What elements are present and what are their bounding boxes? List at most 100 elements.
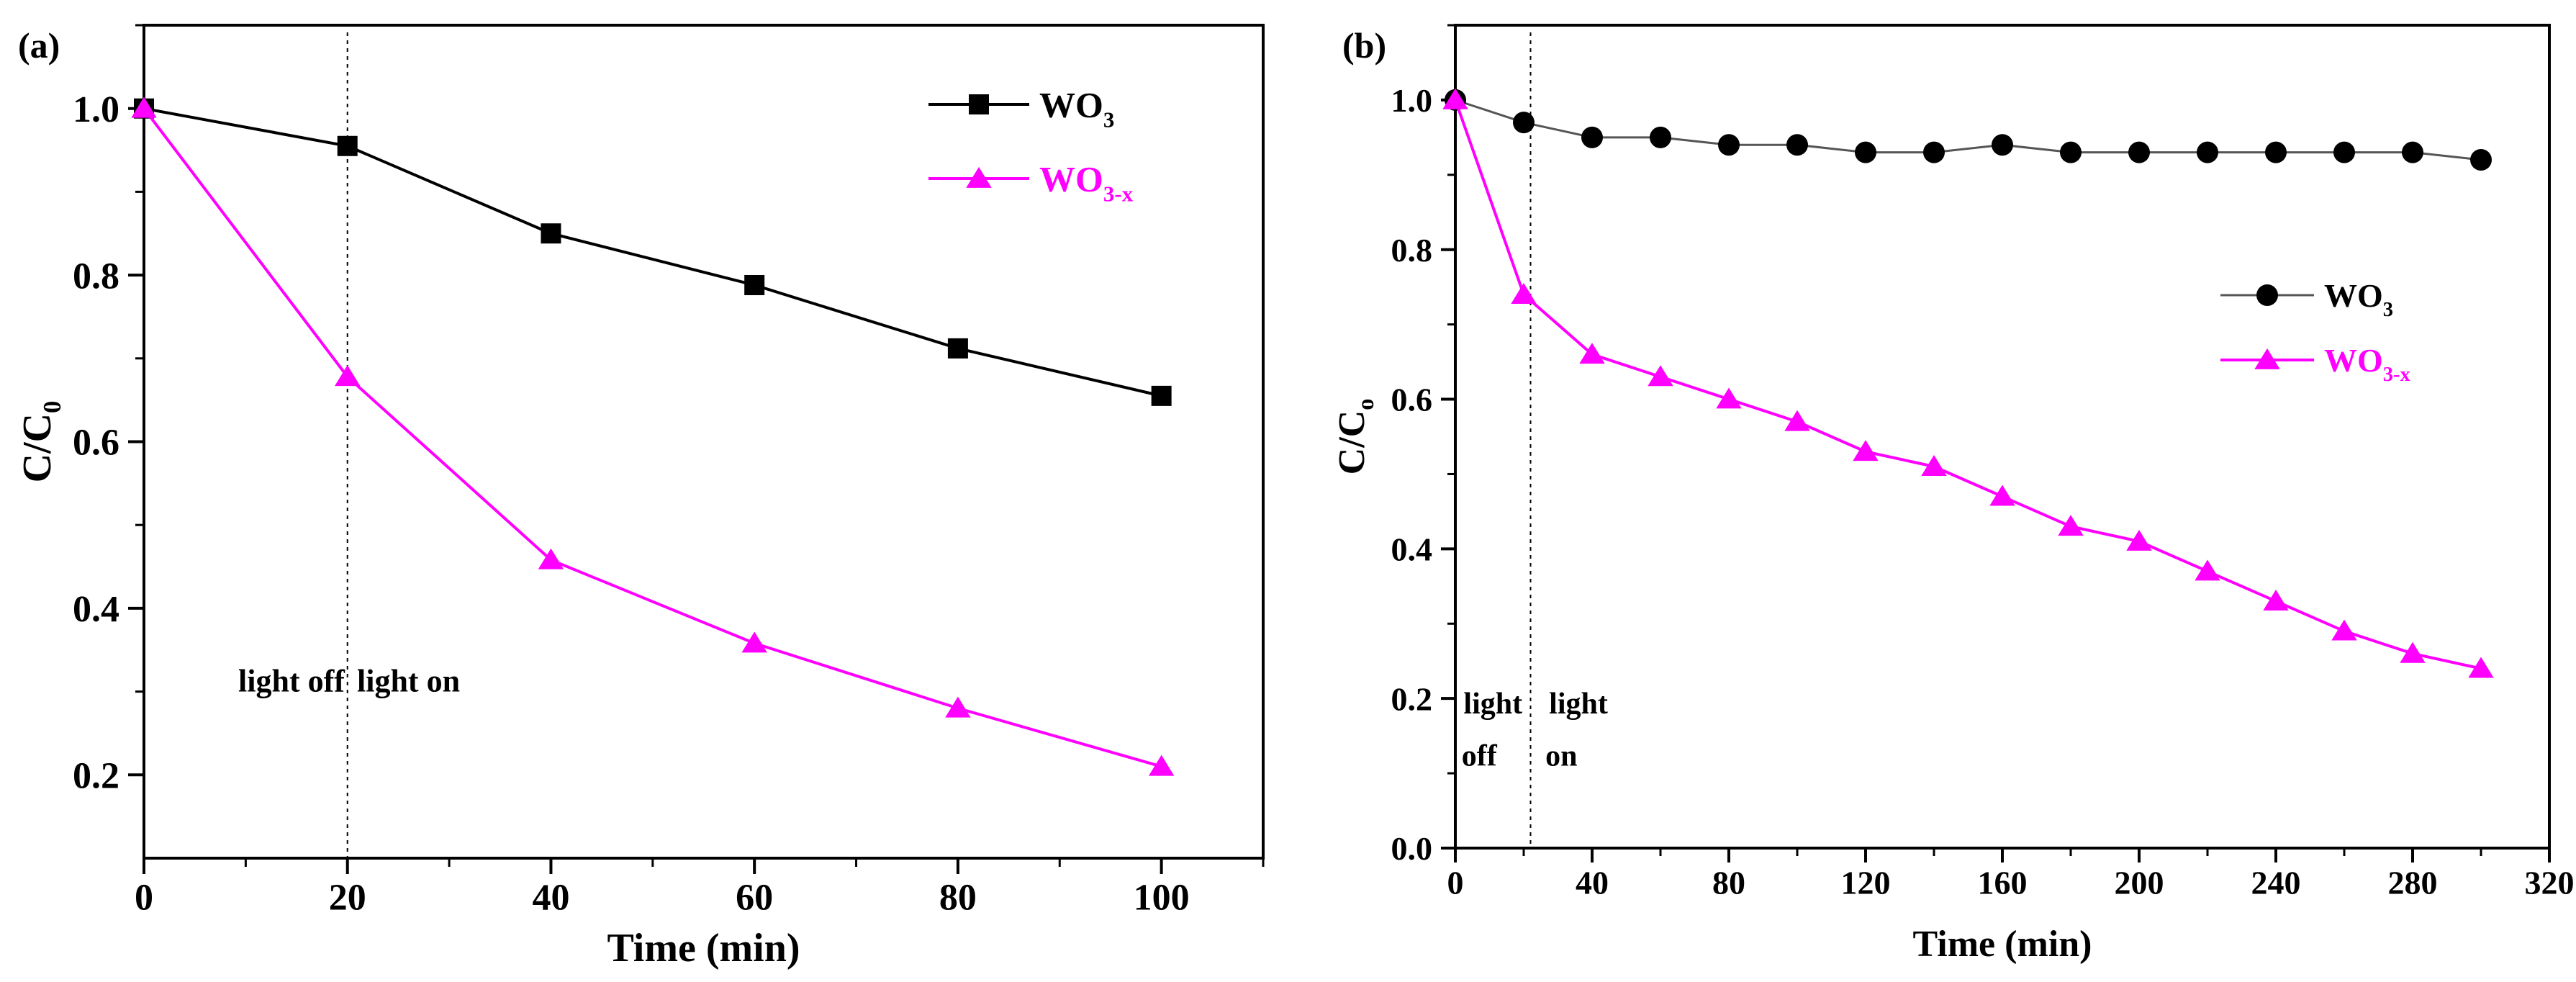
data-point — [1148, 754, 1175, 776]
x-tick-label: 0 — [135, 877, 153, 918]
data-point — [2400, 641, 2426, 663]
y-axis-title-main-b: C/C — [1332, 410, 1373, 475]
data-point — [1784, 410, 1810, 431]
y-tick-label: 1.0 — [73, 89, 119, 130]
data-point — [2333, 141, 2355, 163]
panel-label-a: (a) — [18, 25, 60, 66]
legend-label-main: WO — [1039, 85, 1103, 125]
x-axis-title-a: Time (min) — [607, 926, 800, 970]
x-tick-label: 80 — [1712, 865, 1745, 901]
data-point — [1853, 440, 1879, 461]
x-axis-a: 0 20 40 60 80 100 — [135, 858, 1265, 918]
data-point — [1989, 485, 2015, 506]
x-tick-label: 40 — [1576, 865, 1609, 901]
legend-label-sub: 3-x — [1103, 181, 1134, 207]
x-tick-label: 40 — [532, 877, 569, 918]
data-point — [1921, 454, 1947, 476]
data-point — [1923, 141, 1945, 163]
legend-marker — [2256, 284, 2278, 306]
chart-panel-b: (b) 0 40 80 120 160 200 240 280 320 0.0 0.2 0.4 0.6… — [1332, 24, 2575, 965]
data-point — [2197, 141, 2218, 163]
annotation-text: light off — [238, 664, 345, 699]
series-line-1 — [143, 107, 1162, 768]
x-tick-label: 280 — [2388, 865, 2438, 901]
y-axis-a: 0.2 0.4 0.6 0.8 1.0 — [73, 24, 144, 797]
data-point — [2265, 141, 2287, 163]
x-tick-label: 20 — [329, 877, 366, 918]
data-point — [1650, 126, 1671, 148]
data-point — [1855, 141, 1876, 163]
x-tick-label: 320 — [2525, 865, 2575, 901]
x-tick-label: 240 — [2251, 865, 2301, 901]
x-tick-label: 60 — [736, 877, 773, 918]
data-point — [2402, 141, 2423, 163]
data-point — [541, 223, 561, 244]
data-point — [1511, 282, 1537, 304]
y-tick-label: 0.6 — [1391, 382, 1433, 418]
y-tick-label: 1.0 — [1391, 82, 1433, 119]
annotation-text: light — [1463, 688, 1522, 721]
x-axis-title-b: Time (min) — [1913, 924, 2092, 965]
annotations-a: light off light on — [238, 664, 460, 699]
data-point — [2263, 590, 2289, 611]
legend-label: WO3 — [2324, 277, 2393, 321]
chart-panel-a: (a) 0 20 40 60 80 100 0.2 0.4 0.6 0.8 1.0 Time (m… — [15, 24, 1265, 970]
legend-label: WO3 — [1039, 85, 1114, 132]
annotation-text: light — [1549, 688, 1608, 721]
y-tick-label: 0.4 — [73, 589, 119, 630]
legend-label-sub: 3-x — [2383, 364, 2411, 386]
data-point — [1442, 88, 1468, 109]
data-point — [2195, 559, 2220, 581]
data-point — [538, 548, 564, 569]
data-point — [1716, 387, 1742, 409]
annotation-text: light on — [357, 664, 460, 699]
x-tick-label: 0 — [1447, 865, 1464, 901]
y-tick-label: 0.2 — [1391, 680, 1433, 717]
legend-label-main: WO — [1039, 159, 1103, 199]
data-point — [335, 365, 361, 387]
y-axis-title-a: C/C0 — [15, 401, 66, 483]
data-point — [131, 96, 157, 118]
y-tick-label: 0.0 — [1391, 830, 1433, 867]
data-point — [2128, 141, 2150, 163]
data-point — [744, 274, 765, 295]
legend-label: WO3-x — [2324, 342, 2411, 386]
x-tick-label: 120 — [1841, 865, 1891, 901]
series-line-0 — [1455, 99, 2482, 161]
legend-label: WO3-x — [1039, 159, 1134, 207]
x-tick-label: 200 — [2115, 865, 2164, 901]
data-point — [947, 338, 968, 359]
y-tick-label: 0.4 — [1391, 531, 1433, 567]
x-tick-label: 80 — [939, 877, 977, 918]
legend-label-main: WO — [2324, 342, 2383, 379]
data-point — [1786, 134, 1808, 156]
data-point — [337, 135, 358, 156]
y-axis-b: 0.0 0.2 0.4 0.6 0.8 1.0 — [1391, 24, 1455, 867]
data-point — [2331, 619, 2357, 641]
series-line-1 — [1454, 99, 2482, 670]
y-tick-label: 0.8 — [1391, 232, 1433, 269]
data-point — [2060, 141, 2082, 163]
data-point — [1581, 126, 1603, 148]
data-point — [2126, 529, 2152, 551]
legend-marker — [969, 94, 989, 114]
y-axis-title-main-a: C/C — [15, 413, 60, 482]
series-layer-a — [131, 96, 1175, 776]
legend-label-main: WO — [2324, 277, 2383, 314]
series-layer-b — [1442, 88, 2494, 678]
y-tick-label: 0.8 — [73, 256, 119, 297]
legend-marker — [2254, 348, 2280, 369]
data-point — [1718, 134, 1740, 156]
plot-frame-a — [143, 24, 1265, 860]
data-point — [1648, 365, 1673, 387]
x-axis-b: 0 40 80 120 160 200 240 280 320 — [1447, 848, 2575, 901]
y-tick-label: 0.6 — [73, 423, 119, 464]
data-point — [2468, 657, 2494, 678]
legend-marker — [966, 166, 992, 188]
legend-label-sub: 3 — [1103, 107, 1115, 132]
annotation-text: off — [1462, 740, 1498, 773]
